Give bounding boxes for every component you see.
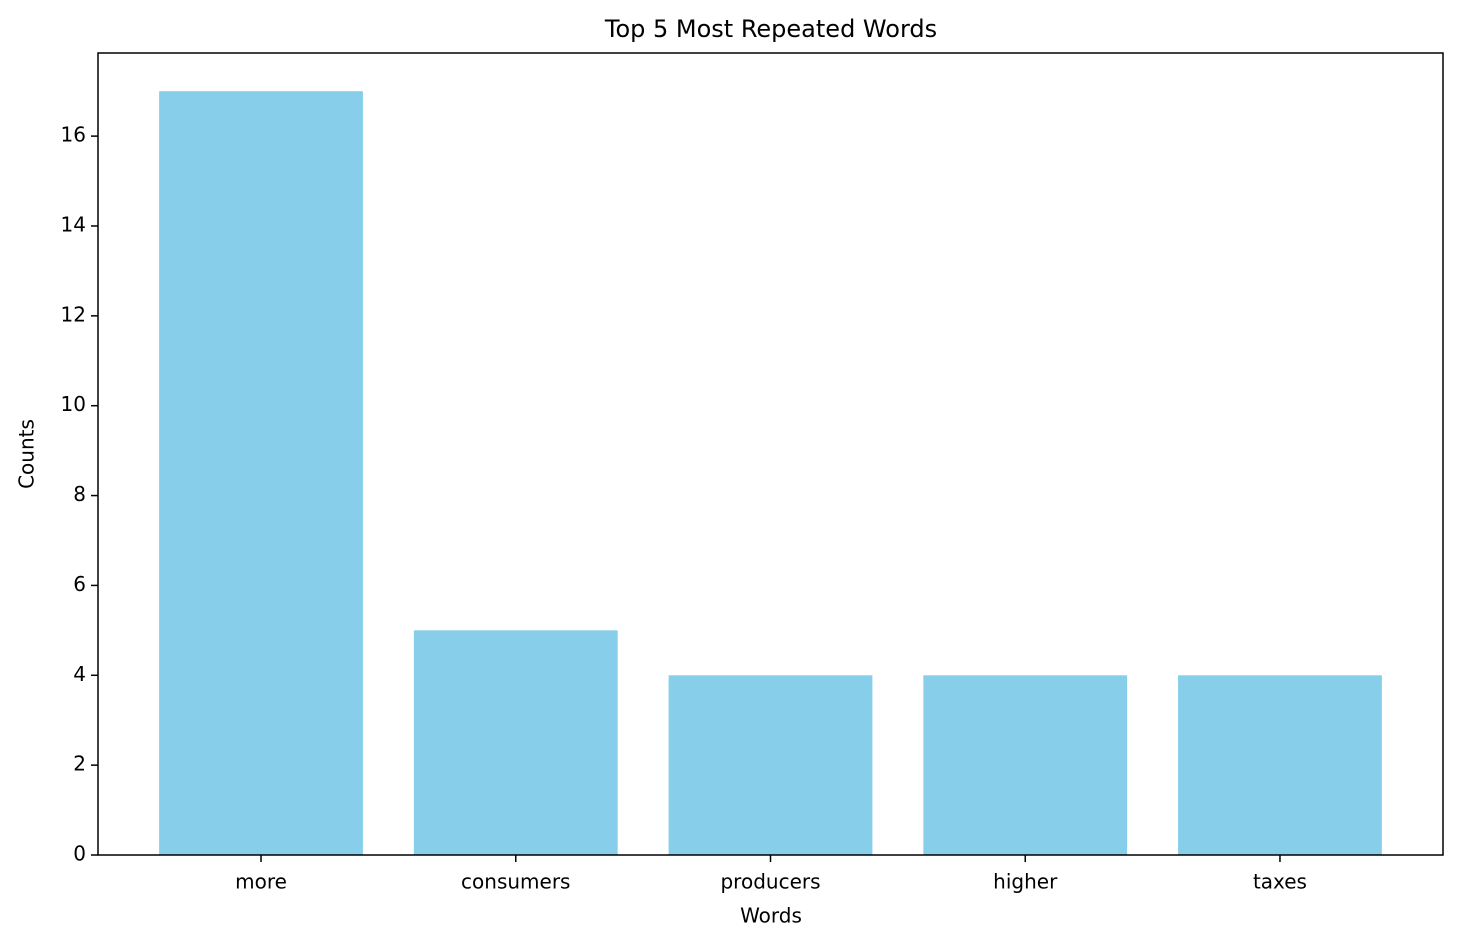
- y-tick-label: 0: [73, 842, 86, 866]
- y-axis-label: Counts: [15, 419, 39, 489]
- x-tick-label: more: [235, 870, 287, 894]
- y-tick-label: 4: [73, 662, 86, 686]
- y-tick-label: 6: [73, 572, 86, 596]
- y-tick-label: 12: [61, 302, 86, 326]
- chart-title: Top 5 Most Repeated Words: [604, 15, 937, 43]
- bar: [1178, 675, 1382, 855]
- bar: [413, 630, 618, 855]
- plot-frame: [97, 52, 1444, 856]
- y-tick-label: 14: [61, 212, 86, 236]
- y-tick-label: 2: [73, 752, 86, 776]
- y-tick-label: 8: [73, 482, 86, 506]
- y-tick-label: 10: [61, 392, 86, 416]
- x-tick-label: taxes: [1253, 870, 1307, 894]
- bar: [923, 675, 1128, 855]
- bar: [668, 675, 873, 855]
- x-tick-label: producers: [720, 870, 820, 894]
- bar: [159, 91, 363, 855]
- y-tick-label: 16: [61, 123, 86, 147]
- x-tick-label: consumers: [461, 870, 570, 894]
- x-tick-label: higher: [993, 870, 1058, 894]
- x-axis-label: Words: [740, 904, 802, 928]
